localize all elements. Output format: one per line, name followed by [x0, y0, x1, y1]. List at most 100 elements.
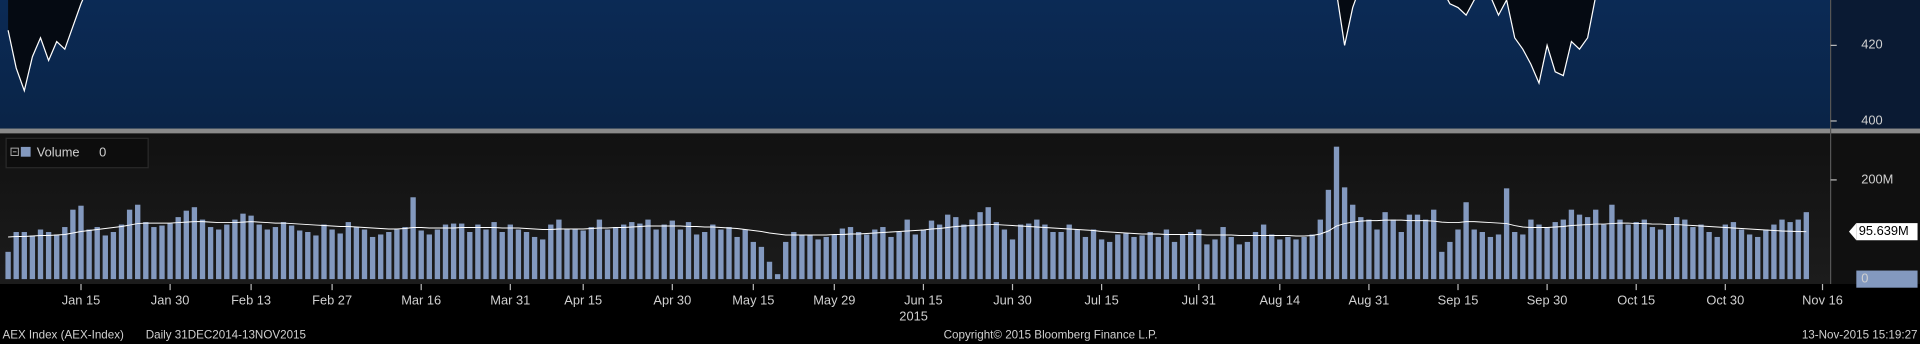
volume-bar	[159, 225, 165, 280]
volume-bar	[855, 231, 862, 280]
volume-bar	[799, 235, 805, 280]
volume-bar	[1633, 222, 1639, 280]
volume-bar	[1487, 236, 1494, 280]
volume-bar	[604, 229, 611, 280]
volume-bar	[1350, 204, 1356, 280]
volume-bar	[1252, 231, 1259, 280]
volume-bar	[426, 234, 432, 280]
volume-bar	[766, 261, 773, 280]
volume-bar	[1026, 223, 1032, 280]
volume-bar	[588, 227, 594, 280]
volume-bar	[1520, 234, 1526, 280]
volume-bar	[1406, 214, 1413, 280]
volume-bar	[5, 251, 11, 280]
volume-bar	[248, 215, 254, 280]
volume-bar	[21, 231, 27, 280]
volume-bar	[661, 224, 667, 280]
volume-bar	[459, 223, 465, 280]
volume-bar	[831, 234, 837, 280]
volume-bar	[1058, 231, 1064, 280]
legend-collapse-icon[interactable]	[10, 147, 19, 156]
volume-bar	[1714, 236, 1720, 280]
volume-bar	[1009, 239, 1016, 280]
volume-bar	[1641, 219, 1647, 280]
x-tick-label: Feb 13	[231, 293, 271, 308]
footer-period: Daily 31DEC2014-13NOV2015	[146, 329, 306, 342]
volume-bar	[256, 224, 262, 280]
x-tick-label: May 29	[813, 293, 855, 308]
volume-bar	[54, 234, 60, 280]
volume-bar	[329, 229, 335, 280]
footer-security: AEX Index (AEX-Index)	[2, 329, 124, 342]
volume-bar	[1584, 217, 1591, 280]
volume-bar	[839, 228, 846, 280]
volume-bar	[442, 224, 449, 280]
y-tick-label: 420	[1861, 37, 1882, 52]
volume-bar	[37, 229, 44, 280]
volume-bar	[1017, 224, 1024, 280]
volume-average-line	[8, 219, 1807, 238]
volume-bar	[1090, 229, 1097, 280]
volume-bar	[807, 234, 813, 280]
volume-bar	[1366, 219, 1372, 280]
volume-bar	[1398, 231, 1404, 280]
x-tick-label: Aug 14	[1259, 293, 1300, 308]
volume-bar	[815, 239, 821, 280]
volume-bar	[1293, 239, 1299, 280]
volume-bar	[783, 241, 789, 280]
volume-bar	[637, 223, 643, 280]
volume-bar	[540, 239, 546, 280]
x-tick-label: Oct 30	[1706, 293, 1744, 308]
volume-bar	[1220, 227, 1226, 280]
volume-bar	[1115, 234, 1121, 280]
volume-bar	[1568, 209, 1575, 280]
volume-bar	[378, 234, 384, 280]
footer-copyright: Copyright© 2015 Bloomberg Finance L.P.	[944, 329, 1158, 342]
volume-bar	[726, 227, 732, 280]
volume-bar	[1471, 229, 1477, 280]
volume-bar	[1617, 219, 1623, 280]
volume-bar	[1609, 204, 1615, 280]
volume-bar	[880, 227, 886, 280]
volume-bar	[1358, 217, 1364, 280]
volume-bar	[483, 229, 489, 280]
x-tick-label: Jan 30	[151, 293, 190, 308]
x-tick-label: Feb 27	[312, 293, 352, 308]
x-tick-label: Sep 15	[1438, 293, 1479, 308]
volume-bar	[645, 219, 651, 280]
volume-bar	[1763, 229, 1769, 280]
volume-bar	[297, 230, 303, 280]
legend-label: Volume	[37, 144, 80, 159]
legend-value: 0	[99, 144, 106, 159]
volume-bar	[1163, 229, 1170, 280]
volume-bar	[864, 234, 870, 280]
volume-bar	[1593, 209, 1599, 280]
volume-bar	[734, 236, 740, 280]
volume-bar	[337, 233, 343, 280]
volume-bar	[1706, 231, 1712, 280]
x-tick-label: Jul 15	[1084, 293, 1118, 308]
x-tick-label: Mar 31	[490, 293, 530, 308]
volume-bar	[102, 235, 108, 280]
volume-bar	[1625, 224, 1631, 280]
volume-bar	[143, 222, 149, 280]
volume-bar	[1317, 219, 1323, 280]
volume-bar	[872, 229, 878, 280]
x-tick-label: Nov 16	[1802, 293, 1843, 308]
volume-bar	[1066, 224, 1072, 280]
volume-bar	[1771, 224, 1777, 280]
volume-bar	[572, 229, 578, 280]
volume-bar	[288, 225, 295, 280]
volume-bar	[1601, 224, 1607, 280]
volume-bar	[710, 224, 716, 280]
volume-bar	[1196, 229, 1202, 280]
volume-bar	[1730, 222, 1737, 280]
volume-bar	[531, 236, 538, 280]
legend-swatch	[20, 146, 31, 157]
volume-bar	[896, 231, 902, 280]
volume-bar	[135, 204, 141, 280]
volume-bar	[1204, 244, 1210, 280]
volume-bar	[985, 207, 991, 280]
volume-bar	[1552, 222, 1558, 280]
volume-bar	[1698, 224, 1704, 280]
